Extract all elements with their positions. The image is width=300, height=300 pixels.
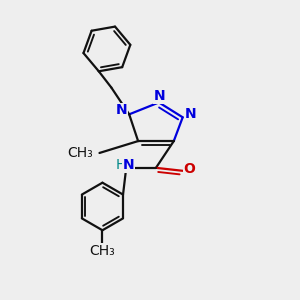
Text: H: H — [116, 158, 126, 172]
Text: CH₃: CH₃ — [90, 244, 115, 258]
Text: N: N — [154, 89, 165, 103]
Text: N: N — [184, 107, 196, 121]
Text: N: N — [116, 103, 128, 118]
Text: N: N — [123, 158, 134, 172]
Text: CH₃: CH₃ — [67, 146, 93, 160]
Text: O: O — [183, 162, 195, 176]
